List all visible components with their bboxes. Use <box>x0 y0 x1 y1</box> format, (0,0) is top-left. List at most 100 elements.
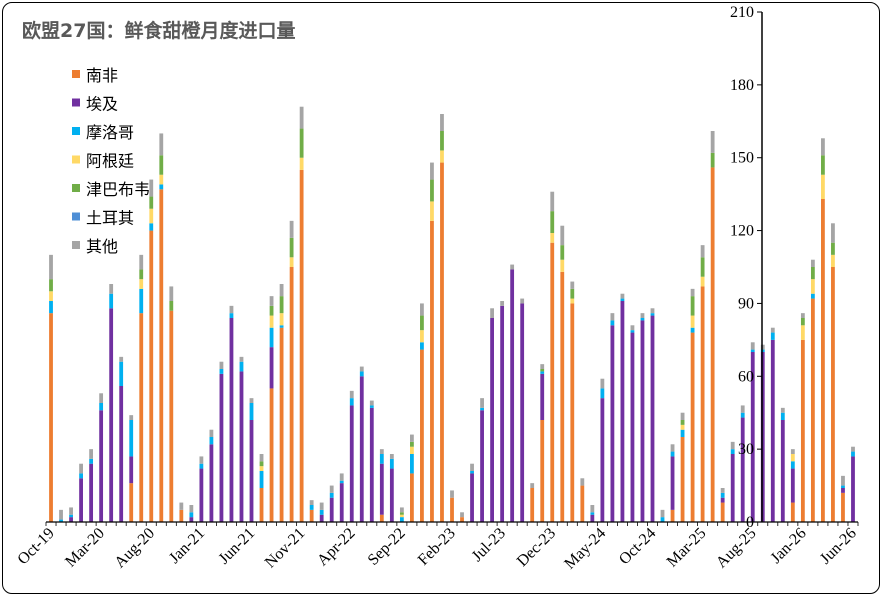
bar-segment-3-63 <box>680 424 685 430</box>
bar-segment-6-67 <box>720 488 725 493</box>
bar-segment-3-74 <box>790 454 795 462</box>
bar-segment-2-1 <box>59 519 63 522</box>
legend-swatch <box>72 98 80 107</box>
bar-segment-3-65 <box>700 276 705 287</box>
bar-segment-6-46 <box>510 264 515 270</box>
bar-segment-3-37 <box>420 330 424 343</box>
bar-segment-4-22 <box>269 305 274 316</box>
bar-segment-6-38 <box>430 162 434 180</box>
bar-segment-6-37 <box>420 303 424 316</box>
bar-segment-1-19 <box>239 371 244 522</box>
x-tick-label: Sep-22 <box>365 525 409 569</box>
bar-segment-2-43 <box>480 407 484 411</box>
bar-segment-6-7 <box>119 356 124 362</box>
bar-segment-2-10 <box>149 223 154 231</box>
bar-segment-2-49 <box>540 371 545 374</box>
bar-segment-0-77 <box>821 199 825 522</box>
bar-segment-0-75 <box>800 339 805 522</box>
bar-segment-6-6 <box>109 284 114 294</box>
bar-segment-6-8 <box>129 415 134 420</box>
bar-segment-6-31 <box>359 366 364 372</box>
bar-segment-0-10 <box>149 230 154 522</box>
y-tick-label: 60 <box>738 368 754 385</box>
bar-segment-3-76 <box>810 279 815 294</box>
bar-segment-4-25 <box>299 128 304 158</box>
bar-segment-6-50 <box>550 191 555 212</box>
bar-segment-4-66 <box>710 152 715 168</box>
bar-segment-6-13 <box>179 502 184 510</box>
bar-segment-0-22 <box>269 388 274 522</box>
bar-segment-0-39 <box>440 162 444 522</box>
bar-segment-0-23 <box>279 327 284 522</box>
bar-segment-2-15 <box>199 463 204 469</box>
bar-segment-6-28 <box>329 485 334 493</box>
bar-segment-2-18 <box>229 313 234 318</box>
x-tick-label: Jan-21 <box>166 525 208 567</box>
x-tick-label: Feb-23 <box>415 525 459 569</box>
bar-segment-0-74 <box>790 502 795 522</box>
bar-segment-0-64 <box>690 332 695 522</box>
bar-segment-6-40 <box>450 490 454 498</box>
legend-swatch <box>72 155 80 164</box>
bar-segment-3-24 <box>289 257 294 267</box>
bar-segment-6-72 <box>770 327 775 333</box>
bar-segment-1-71 <box>760 352 765 522</box>
bar-segment-0-67 <box>720 502 725 522</box>
bar-segment-6-45 <box>500 301 505 306</box>
bar-segment-4-39 <box>440 131 444 151</box>
bar-segment-4-37 <box>420 315 424 331</box>
bar-segment-0-37 <box>420 349 424 522</box>
bar-segment-6-35 <box>399 507 404 513</box>
bar-segment-3-51 <box>560 259 565 272</box>
bar-segment-2-37 <box>420 342 424 350</box>
legend-label: 津巴布韦 <box>86 180 150 199</box>
bar-segment-4-76 <box>810 267 815 280</box>
bar-segment-6-49 <box>540 364 545 369</box>
bar-segment-2-17 <box>219 369 224 374</box>
legend-swatch <box>72 212 80 221</box>
bar-segment-2-72 <box>770 332 775 340</box>
bar-segment-1-14 <box>189 517 194 522</box>
bar-segment-2-2 <box>69 514 73 518</box>
bar-segment-6-43 <box>480 398 484 408</box>
bar-segment-6-78 <box>831 223 835 243</box>
bar-segment-4-24 <box>289 237 294 258</box>
bar-segment-1-79 <box>841 488 845 493</box>
bar-segment-6-61 <box>660 509 665 518</box>
bar-segment-2-42 <box>470 471 474 474</box>
x-tick-label: Aug-20 <box>111 525 158 572</box>
bar-segment-6-74 <box>790 449 795 454</box>
bar-segment-1-56 <box>610 325 615 522</box>
bar-segment-0-21 <box>259 488 264 522</box>
bar-segment-3-10 <box>149 208 154 224</box>
bar-segment-6-26 <box>309 500 314 505</box>
x-tick-label: Mar-25 <box>664 525 710 571</box>
bar-segment-1-33 <box>379 463 384 515</box>
bar-segment-4-49 <box>540 369 545 372</box>
legend-label: 摩洛哥 <box>86 123 134 142</box>
bar-segment-1-69 <box>740 417 745 522</box>
bars <box>49 106 855 523</box>
bar-segment-0-26 <box>309 509 314 522</box>
bar-segment-6-23 <box>279 284 284 297</box>
bar-segment-4-12 <box>169 301 174 311</box>
bar-segment-3-0 <box>49 291 53 301</box>
bar-segment-2-68 <box>730 449 735 454</box>
bar-segment-2-5 <box>99 403 104 411</box>
bar-segment-6-73 <box>780 407 785 413</box>
bar-segment-6-0 <box>49 254 53 280</box>
bar-segment-6-80 <box>851 446 855 452</box>
bar-segment-2-80 <box>851 451 855 457</box>
bar-segment-0-9 <box>139 313 144 522</box>
bar-segment-2-67 <box>720 492 725 498</box>
bar-segment-6-58 <box>630 325 635 331</box>
bar-segment-2-3 <box>79 473 83 479</box>
bar-segment-6-69 <box>740 405 745 413</box>
x-tick-label: May-24 <box>561 525 609 573</box>
bar-segment-2-23 <box>279 325 284 328</box>
bar-segment-1-45 <box>500 305 505 522</box>
bar-segment-6-42 <box>470 463 474 471</box>
bar-segment-6-30 <box>349 390 354 399</box>
legend-swatch <box>72 127 80 135</box>
